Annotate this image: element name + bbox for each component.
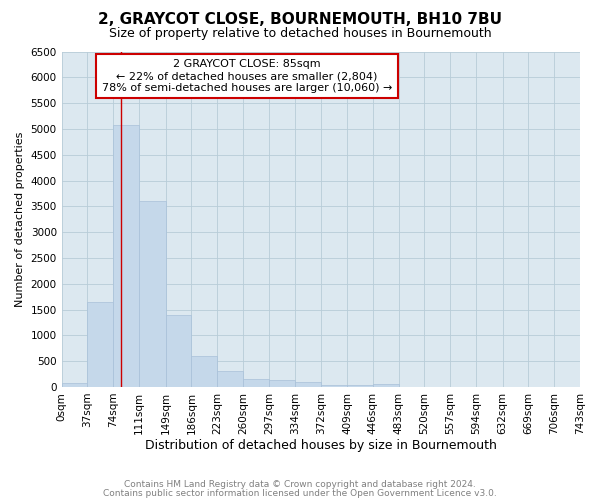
Bar — [139, 201, 166, 387]
Bar — [191, 356, 217, 387]
Text: Contains public sector information licensed under the Open Government Licence v3: Contains public sector information licen… — [103, 489, 497, 498]
Bar — [217, 372, 243, 387]
Bar — [166, 314, 191, 387]
Bar — [269, 380, 295, 387]
Bar — [321, 385, 347, 387]
Bar — [243, 379, 269, 387]
X-axis label: Distribution of detached houses by size in Bournemouth: Distribution of detached houses by size … — [145, 440, 497, 452]
Bar — [62, 383, 88, 387]
Text: Contains HM Land Registry data © Crown copyright and database right 2024.: Contains HM Land Registry data © Crown c… — [124, 480, 476, 489]
Bar — [295, 382, 321, 387]
Y-axis label: Number of detached properties: Number of detached properties — [15, 132, 25, 307]
Text: 2 GRAYCOT CLOSE: 85sqm
← 22% of detached houses are smaller (2,804)
78% of semi-: 2 GRAYCOT CLOSE: 85sqm ← 22% of detached… — [101, 60, 392, 92]
Text: Size of property relative to detached houses in Bournemouth: Size of property relative to detached ho… — [109, 28, 491, 40]
Bar — [373, 384, 398, 387]
Bar — [113, 125, 139, 387]
Bar — [88, 302, 113, 387]
Bar — [347, 385, 373, 387]
Text: 2, GRAYCOT CLOSE, BOURNEMOUTH, BH10 7BU: 2, GRAYCOT CLOSE, BOURNEMOUTH, BH10 7BU — [98, 12, 502, 28]
